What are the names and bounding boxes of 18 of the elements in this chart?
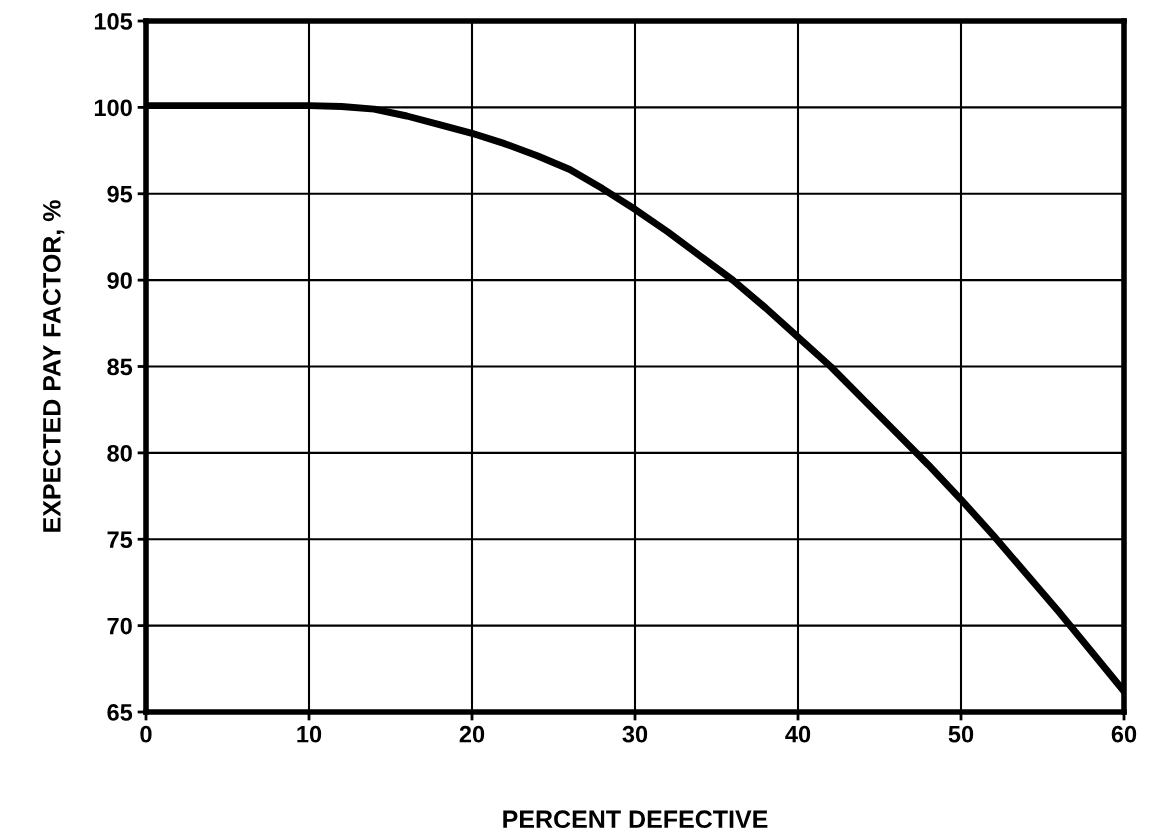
x-tick-label: 20 xyxy=(459,725,485,743)
y-tick-label: 65 xyxy=(107,704,133,721)
y-tick-label: 75 xyxy=(107,531,133,549)
y-axis-title: EXPECTED PAY FACTOR, % xyxy=(42,200,65,532)
y-tick-label: 105 xyxy=(94,13,133,30)
x-tick-label: 60 xyxy=(1111,725,1137,743)
y-tick-label: 100 xyxy=(94,99,132,117)
x-axis-title: PERCENT DEFECTIVE xyxy=(503,810,768,829)
x-tick-label: 0 xyxy=(140,725,152,743)
x-tick-label: 50 xyxy=(948,725,974,743)
x-tick-label: 40 xyxy=(785,725,811,743)
y-tick-label: 90 xyxy=(107,272,132,289)
x-tick-label: 10 xyxy=(297,725,322,743)
y-tick-label: 95 xyxy=(107,185,133,203)
y-tick-label: 80 xyxy=(107,444,132,462)
y-tick-label: 70 xyxy=(107,617,132,635)
x-tick-label: 30 xyxy=(622,725,648,743)
y-tick-label: 85 xyxy=(107,358,133,376)
